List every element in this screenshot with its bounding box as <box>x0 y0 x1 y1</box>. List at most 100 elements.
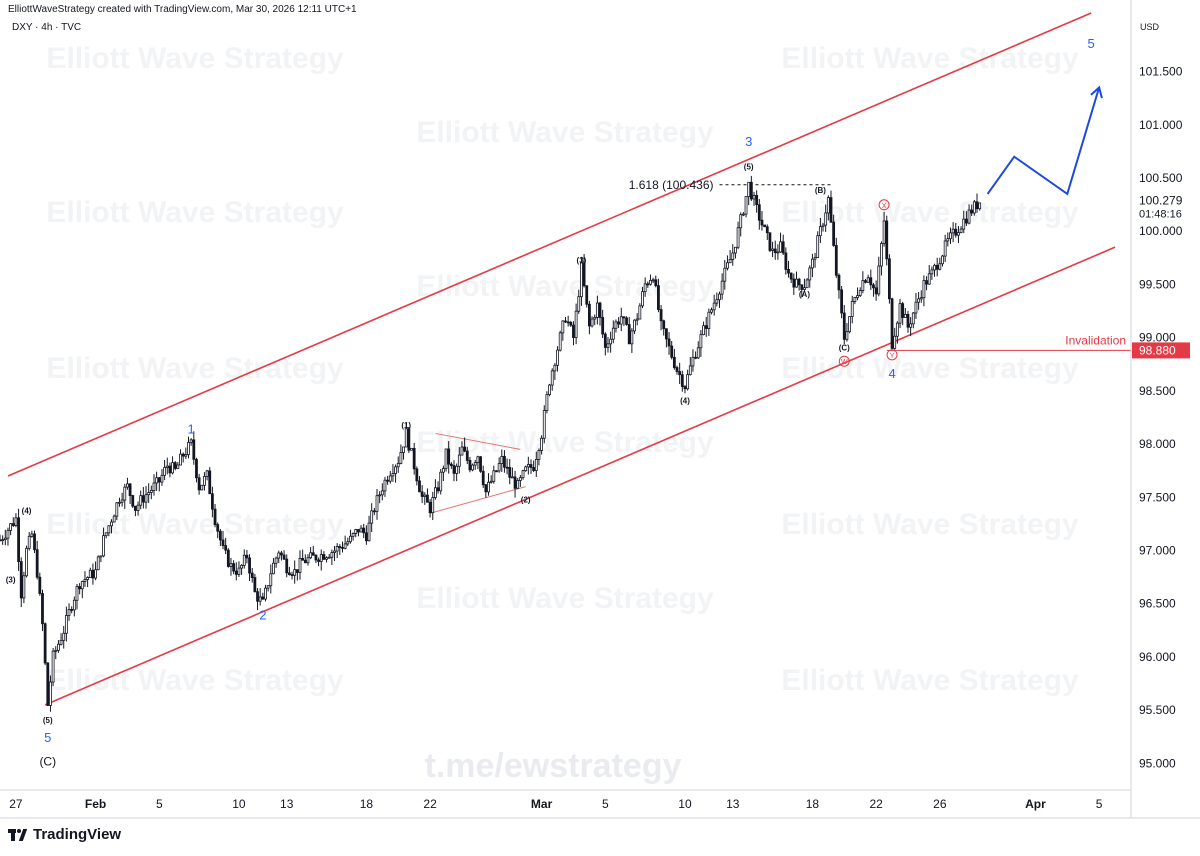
candle-body <box>9 523 13 531</box>
candle-body <box>569 322 573 326</box>
candle-body <box>261 596 265 600</box>
candle-body <box>585 285 589 305</box>
candle-body <box>702 325 705 336</box>
candle-body <box>322 554 326 560</box>
wave-label: (4) <box>22 506 32 515</box>
candle-body <box>41 593 44 625</box>
labels-layer: (3) (4) (5) 5 (C) 1 2 (1) (2) (3) (4) (5) 3 (A) (B) (C)… <box>6 36 1095 768</box>
candle-body <box>123 486 127 501</box>
tradingview-brand[interactable]: TradingView <box>8 826 121 843</box>
candle-body <box>622 316 626 319</box>
candle-body <box>524 466 528 472</box>
candle-body <box>755 195 759 206</box>
candle-body <box>118 501 121 504</box>
candle-body <box>975 201 979 210</box>
candle-body <box>954 228 958 236</box>
wave-label: 3 <box>745 134 752 149</box>
candle-body <box>285 558 289 574</box>
candle-body <box>749 181 753 200</box>
candle-body <box>771 248 774 251</box>
candle-body <box>659 309 663 322</box>
price-tick-label: 97.000 <box>1139 544 1176 558</box>
candle-body <box>686 374 690 390</box>
candle-body <box>25 547 28 577</box>
candle-body <box>691 356 695 367</box>
candle-body <box>0 539 2 542</box>
candle-body <box>667 338 671 347</box>
candle-body <box>797 278 801 286</box>
candle-body <box>189 439 193 443</box>
candle-body <box>237 567 241 575</box>
time-tick-label: 13 <box>280 797 294 811</box>
price-tick-label: 99.500 <box>1139 277 1176 291</box>
candle-body <box>941 255 944 265</box>
candle-body <box>489 480 493 483</box>
candle-body <box>534 458 538 471</box>
candle-body <box>874 287 878 295</box>
candle-body <box>479 456 482 472</box>
candle-body <box>415 468 419 482</box>
wave-label-circle <box>838 355 850 367</box>
candle-body <box>601 317 605 335</box>
candle-body <box>441 468 445 473</box>
watermark-layer: Elliott Wave Strategy Elliott Wave Strate… <box>46 42 1079 785</box>
candle-body <box>375 495 379 512</box>
watermark-text: Elliott Wave Strategy <box>781 664 1079 697</box>
candle-body <box>362 527 366 534</box>
candle-body <box>418 480 421 493</box>
candle-body <box>136 504 140 511</box>
candle-body <box>144 494 148 503</box>
candle-body <box>542 410 546 439</box>
candle-body <box>335 546 339 552</box>
candle-body <box>744 196 748 215</box>
candle-body <box>22 575 26 599</box>
time-tick-label: 10 <box>678 797 692 811</box>
candle-body <box>388 475 392 482</box>
candle-body <box>580 262 583 298</box>
candle-body <box>885 220 889 260</box>
candle-body <box>173 462 177 469</box>
candle-body <box>861 280 865 291</box>
candle-body <box>346 541 350 545</box>
candle-body <box>468 460 472 471</box>
candle-body <box>484 484 488 493</box>
candle-body <box>898 303 902 324</box>
candle-body <box>434 487 437 498</box>
candle-body <box>420 491 424 497</box>
candle-body <box>380 490 384 496</box>
candle-body <box>646 283 650 286</box>
chart-credit: ElliottWaveStrategy created with Trading… <box>8 4 357 15</box>
time-tick-label: 18 <box>360 797 374 811</box>
candle-body <box>869 277 873 286</box>
candle-body <box>428 501 432 514</box>
candle-body <box>497 463 501 472</box>
wave-label: 2 <box>259 608 266 623</box>
candle-body <box>842 312 846 340</box>
time-tick-label: 26 <box>933 797 947 811</box>
candle-body <box>500 455 504 465</box>
candle-body <box>657 285 660 310</box>
last-price-text: 100.279 <box>1139 194 1183 208</box>
candle-body <box>240 564 243 569</box>
candle-body <box>338 546 342 548</box>
candle-body <box>627 324 631 345</box>
candle-body <box>795 278 798 288</box>
candle-body <box>577 296 581 312</box>
candle-body <box>630 330 634 345</box>
candle-body <box>253 577 257 593</box>
candle-body <box>269 573 273 587</box>
candle-body <box>396 462 400 468</box>
candle-body <box>895 322 899 337</box>
candle-body <box>532 467 536 471</box>
time-tick-label: 5 <box>156 797 163 811</box>
watermark-text: Elliott Wave Strategy <box>46 352 344 385</box>
candle-body <box>821 224 825 228</box>
candle-body <box>683 386 687 390</box>
candle-body <box>104 532 108 537</box>
candle-body <box>213 508 217 525</box>
wave-label: W <box>841 359 848 366</box>
candle-body <box>680 374 684 387</box>
candle-body <box>556 349 559 366</box>
candle-body <box>165 465 169 468</box>
